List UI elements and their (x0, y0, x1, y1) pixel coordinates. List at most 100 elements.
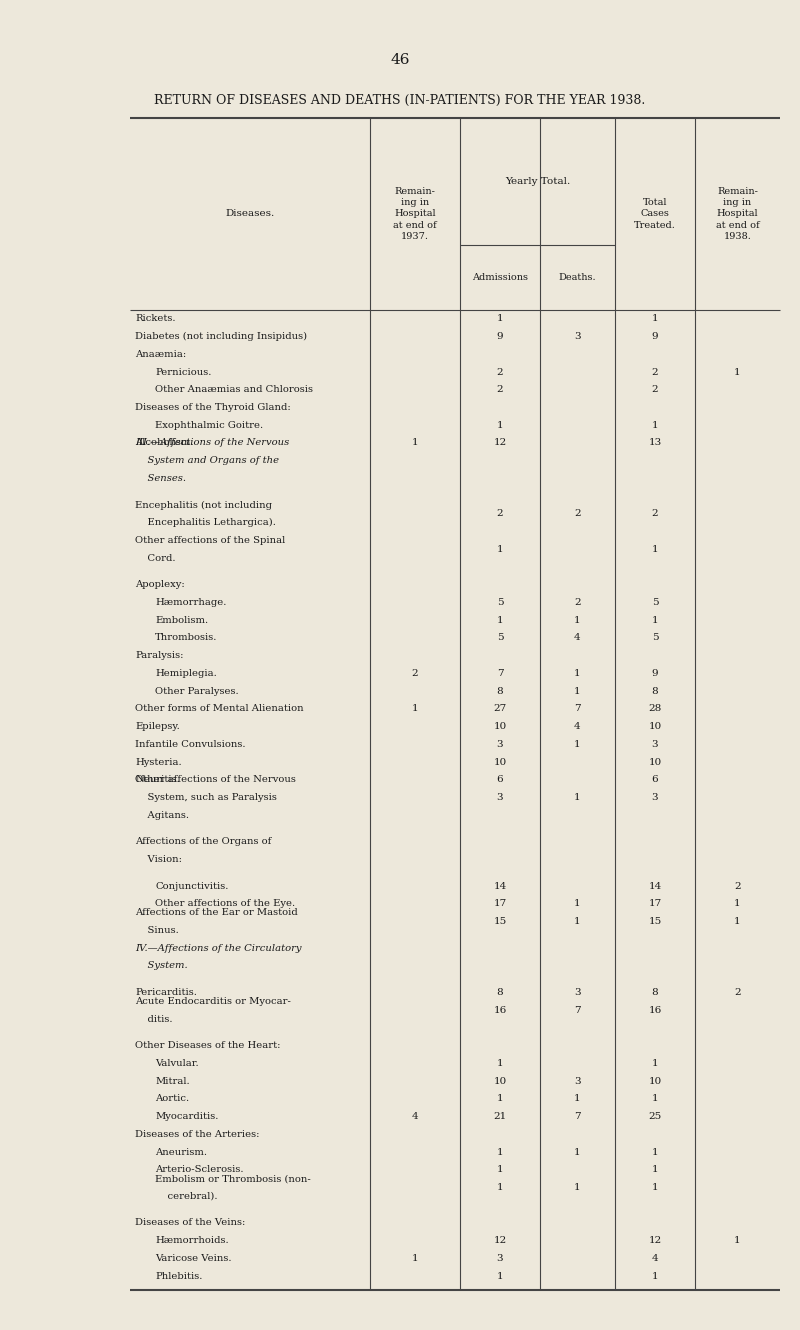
Text: ditis.: ditis. (135, 1015, 173, 1024)
Text: Rickets.: Rickets. (135, 314, 175, 323)
Text: 2: 2 (412, 669, 418, 678)
Text: 1: 1 (652, 616, 658, 625)
Text: 3: 3 (652, 739, 658, 749)
Text: 3: 3 (497, 1254, 503, 1263)
Text: 3: 3 (497, 739, 503, 749)
Text: 1: 1 (574, 1095, 581, 1104)
Text: 1: 1 (652, 420, 658, 430)
Text: Conjunctivitis.: Conjunctivitis. (155, 882, 228, 891)
Text: 1: 1 (574, 669, 581, 678)
Text: 9: 9 (652, 332, 658, 340)
Text: Diseases of the Veins:: Diseases of the Veins: (135, 1218, 246, 1228)
Text: 1: 1 (497, 1182, 503, 1192)
Text: 28: 28 (648, 705, 662, 713)
Text: Exophthalmic Goitre.: Exophthalmic Goitre. (155, 420, 263, 430)
Text: Affections of the Organs of: Affections of the Organs of (135, 838, 271, 846)
Text: 2: 2 (574, 598, 581, 606)
Text: 7: 7 (497, 669, 503, 678)
Text: Senses.: Senses. (135, 473, 186, 483)
Text: 8: 8 (652, 988, 658, 998)
Text: 1: 1 (574, 899, 581, 908)
Text: 6: 6 (652, 775, 658, 785)
Text: III.—Affections of the Nervous: III.—Affections of the Nervous (135, 439, 290, 447)
Text: 1: 1 (574, 918, 581, 926)
Text: 4: 4 (412, 1112, 418, 1121)
Text: Diabetes (not including Insipidus): Diabetes (not including Insipidus) (135, 332, 307, 342)
Text: Myocarditis.: Myocarditis. (155, 1112, 218, 1121)
Text: 7: 7 (574, 1005, 581, 1015)
Text: 17: 17 (494, 899, 506, 908)
Text: 2: 2 (652, 367, 658, 376)
Text: 1: 1 (497, 616, 503, 625)
Text: 8: 8 (497, 988, 503, 998)
Text: Admissions: Admissions (472, 273, 528, 282)
Text: 1: 1 (412, 705, 418, 713)
Text: 3: 3 (652, 793, 658, 802)
Text: Other forms of Mental Alienation: Other forms of Mental Alienation (135, 705, 304, 713)
Text: 1: 1 (574, 793, 581, 802)
Text: 1: 1 (574, 686, 581, 696)
Text: 16: 16 (494, 1005, 506, 1015)
Text: 46: 46 (390, 53, 410, 66)
Text: Paralysis:: Paralysis: (135, 652, 183, 660)
Text: 5: 5 (652, 633, 658, 642)
Text: 2: 2 (497, 386, 503, 394)
Text: Embolism or Thrombosis (non-: Embolism or Thrombosis (non- (155, 1174, 310, 1184)
Text: Epilepsy.: Epilepsy. (135, 722, 180, 732)
Text: Acute Endocarditis or Myocar-: Acute Endocarditis or Myocar- (135, 998, 291, 1005)
Text: Hemiplegia.: Hemiplegia. (155, 669, 217, 678)
Text: 2: 2 (652, 509, 658, 519)
Text: 13: 13 (648, 439, 662, 447)
Text: Total
Cases
Treated.: Total Cases Treated. (634, 198, 676, 230)
Text: 1: 1 (574, 1148, 581, 1157)
Text: Aortic.: Aortic. (155, 1095, 189, 1104)
Text: Neuritis.: Neuritis. (135, 775, 180, 785)
Text: Other Paralyses.: Other Paralyses. (155, 686, 238, 696)
Text: 1: 1 (497, 545, 503, 553)
Text: 14: 14 (648, 882, 662, 891)
Text: Other affections of the Eye.: Other affections of the Eye. (155, 899, 295, 908)
Text: Infantile Convulsions.: Infantile Convulsions. (135, 739, 246, 749)
Text: Pericarditis.: Pericarditis. (135, 988, 197, 998)
Text: IV.—Affections of the Circulatory: IV.—Affections of the Circulatory (135, 944, 302, 952)
Text: 1: 1 (497, 420, 503, 430)
Text: Encephalitis Lethargica).: Encephalitis Lethargica). (135, 519, 276, 527)
Text: Other Diseases of the Heart:: Other Diseases of the Heart: (135, 1041, 281, 1051)
Text: 2: 2 (734, 988, 741, 998)
Text: 1: 1 (652, 1095, 658, 1104)
Text: Thrombosis.: Thrombosis. (155, 633, 218, 642)
Text: Agitans.: Agitans. (135, 811, 189, 819)
Text: 1: 1 (652, 1148, 658, 1157)
Text: 9: 9 (497, 332, 503, 340)
Text: Cord.: Cord. (135, 553, 175, 563)
Text: 1: 1 (497, 1271, 503, 1281)
Text: 5: 5 (652, 598, 658, 606)
Text: Aneurism.: Aneurism. (155, 1148, 207, 1157)
Text: Phlebitis.: Phlebitis. (155, 1271, 202, 1281)
Text: 4: 4 (574, 633, 581, 642)
Text: Other affections of the Spinal: Other affections of the Spinal (135, 536, 286, 545)
Text: System and Organs of the: System and Organs of the (135, 456, 279, 466)
Text: Pernicious.: Pernicious. (155, 367, 211, 376)
Text: 9: 9 (652, 669, 658, 678)
Text: System.: System. (135, 962, 188, 971)
Text: 25: 25 (648, 1112, 662, 1121)
Text: Remain-
ing in
Hospital
at end of
1937.: Remain- ing in Hospital at end of 1937. (393, 188, 437, 241)
Text: 1: 1 (734, 899, 741, 908)
Text: Valvular.: Valvular. (155, 1059, 198, 1068)
Text: Sinus.: Sinus. (135, 926, 178, 935)
Text: 1: 1 (652, 1182, 658, 1192)
Text: 1: 1 (412, 439, 418, 447)
Text: 1: 1 (652, 1271, 658, 1281)
Text: 10: 10 (494, 722, 506, 732)
Text: 10: 10 (494, 758, 506, 766)
Text: Vision:: Vision: (135, 855, 182, 865)
Text: 10: 10 (648, 722, 662, 732)
Text: Diseases of the Thyroid Gland:: Diseases of the Thyroid Gland: (135, 403, 290, 412)
Text: 1: 1 (652, 1165, 658, 1174)
Text: 3: 3 (574, 332, 581, 340)
Text: 27: 27 (494, 705, 506, 713)
Text: 4: 4 (574, 722, 581, 732)
Text: 10: 10 (494, 1077, 506, 1085)
Text: 2: 2 (574, 509, 581, 519)
